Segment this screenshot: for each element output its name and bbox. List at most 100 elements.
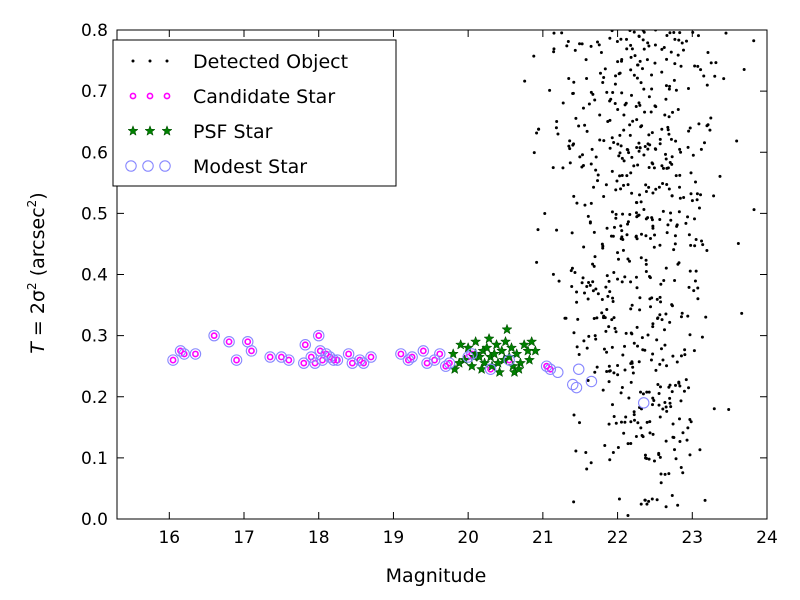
- data-point: [639, 200, 643, 204]
- data-point: [664, 266, 668, 270]
- data-point: [535, 131, 539, 135]
- data-point: [622, 159, 626, 163]
- data-point: [633, 54, 637, 58]
- data-point: [638, 59, 642, 63]
- ring-marker: [434, 348, 446, 360]
- data-point: [628, 133, 632, 137]
- star-marker: [507, 360, 519, 371]
- legend-marker: [144, 125, 156, 136]
- data-point: [678, 173, 682, 177]
- data-point: [657, 185, 661, 189]
- data-point: [683, 353, 687, 357]
- data-point: [605, 226, 609, 230]
- data-point: [663, 343, 667, 347]
- data-point: [663, 472, 667, 476]
- data-point: [605, 274, 609, 278]
- ring-marker: [439, 360, 452, 372]
- ring-marker: [566, 378, 579, 391]
- data-point: [601, 246, 605, 250]
- data-point: [589, 44, 593, 48]
- data-point: [632, 30, 636, 34]
- data-point: [557, 279, 561, 283]
- data-point: [555, 119, 559, 123]
- data-point: [752, 39, 756, 43]
- data-point: [671, 422, 675, 426]
- data-point: [578, 42, 582, 46]
- y-axis: 0.0 0.1 0.2 0.3 0.4 0.5 0.6 0.7 0.8: [81, 21, 767, 530]
- data-point: [586, 214, 590, 218]
- star-marker: [496, 345, 508, 356]
- data-point: [597, 43, 601, 47]
- data-point: [623, 420, 627, 424]
- x-tick-label: 24: [756, 528, 778, 548]
- ring-marker: [365, 351, 377, 363]
- data-point: [667, 87, 671, 91]
- data-point: [535, 260, 539, 264]
- data-point: [680, 41, 684, 45]
- data-point: [665, 166, 669, 170]
- data-point: [606, 294, 610, 298]
- data-point: [639, 502, 643, 506]
- data-point: [712, 407, 716, 411]
- data-point: [644, 183, 648, 187]
- data-point: [573, 271, 577, 275]
- data-point: [636, 421, 640, 425]
- data-point: [688, 333, 692, 337]
- data-point: [581, 106, 585, 110]
- data-point: [612, 270, 616, 274]
- data-point: [650, 497, 654, 501]
- data-point: [642, 153, 646, 157]
- data-point: [532, 54, 536, 58]
- data-point: [673, 62, 677, 66]
- data-point: [673, 448, 677, 452]
- data-point: [658, 137, 662, 141]
- legend-marker: [161, 125, 173, 136]
- data-point: [713, 74, 717, 78]
- star-marker: [523, 354, 536, 365]
- x-tick-label: 23: [681, 528, 703, 548]
- data-point: [661, 166, 665, 170]
- data-point: [669, 218, 673, 222]
- data-point: [620, 58, 624, 62]
- data-point: [618, 174, 622, 178]
- data-point: [555, 228, 559, 232]
- legend-marker: [131, 59, 135, 63]
- data-point: [705, 124, 709, 128]
- data-point: [567, 76, 571, 80]
- data-point: [672, 248, 676, 252]
- data-point: [702, 74, 706, 78]
- data-point: [613, 82, 617, 86]
- circle-marker: [360, 359, 367, 367]
- ring-marker: [585, 375, 598, 388]
- data-point: [678, 31, 682, 35]
- data-point: [536, 228, 540, 232]
- data-point: [607, 364, 611, 368]
- data-point: [658, 218, 662, 222]
- data-point: [658, 243, 662, 247]
- ring-marker: [264, 351, 276, 363]
- ring-marker: [406, 351, 418, 363]
- star-marker: [513, 363, 525, 375]
- data-point: [642, 47, 646, 51]
- data-point: [614, 188, 618, 192]
- y-tick-label: 0.6: [81, 143, 108, 163]
- data-point: [636, 163, 640, 167]
- data-point: [612, 371, 616, 375]
- circle-marker: [248, 347, 255, 355]
- data-point: [570, 285, 574, 289]
- data-point: [650, 131, 654, 135]
- data-point: [621, 212, 625, 216]
- data-point: [705, 249, 709, 253]
- circle-marker: [330, 356, 338, 364]
- data-point: [595, 365, 599, 369]
- data-point: [632, 410, 636, 414]
- data-point: [650, 216, 654, 220]
- data-point: [672, 30, 676, 34]
- data-point: [664, 439, 668, 443]
- data-point: [651, 226, 655, 230]
- legend-marker: [129, 92, 137, 100]
- data-point: [573, 48, 577, 52]
- data-point: [678, 440, 682, 444]
- data-point: [703, 498, 707, 502]
